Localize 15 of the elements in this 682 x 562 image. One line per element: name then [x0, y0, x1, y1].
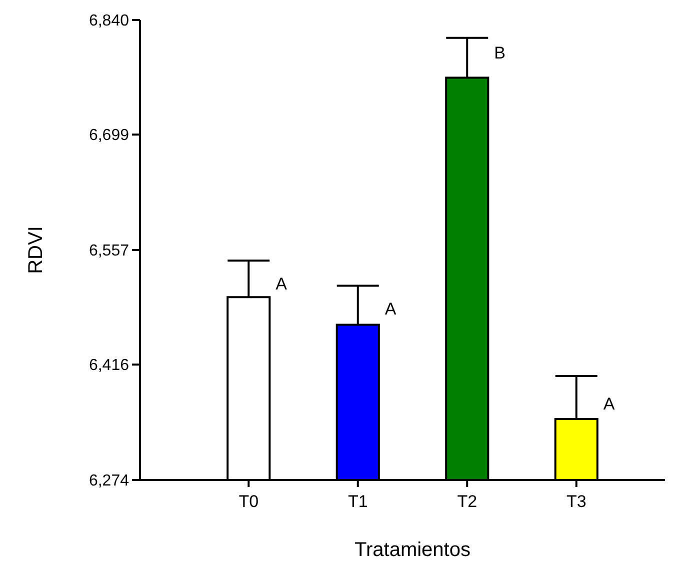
annotation: A	[384, 299, 397, 318]
x-tick-label: T2	[457, 492, 478, 511]
y-tick-label: 6,557	[88, 242, 130, 260]
x-tick-label: T1	[348, 492, 368, 511]
x-tick-label: T3	[566, 492, 586, 511]
y-tick-label: 6,840	[88, 12, 130, 30]
annotation: B	[494, 43, 506, 62]
y-tick-label: 6,416	[88, 357, 130, 374]
annotation: A	[276, 274, 288, 294]
y-tick-label: 6,699	[88, 127, 130, 144]
x-axis-title: Tratamientos	[354, 539, 470, 561]
y-axis-title: RDVI	[25, 226, 47, 274]
x-tick-label: T0	[238, 492, 259, 511]
annotation: A	[603, 394, 616, 414]
y-tick-label: 6,274	[88, 472, 130, 490]
